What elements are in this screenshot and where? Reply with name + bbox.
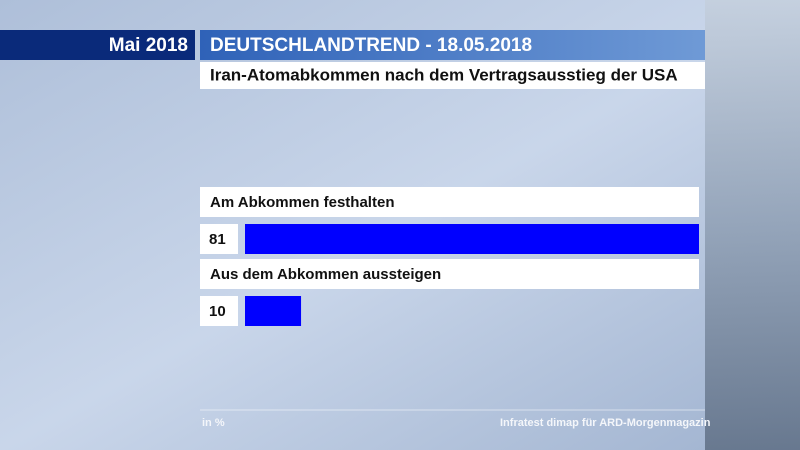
value-box bbox=[200, 224, 238, 254]
unit-note: in % bbox=[202, 417, 225, 429]
photo-backdrop bbox=[705, 0, 800, 450]
category-box bbox=[200, 187, 699, 217]
chart-title: DEUTSCHLANDTREND - 18.05.2018 bbox=[210, 35, 532, 56]
title-box bbox=[200, 30, 705, 60]
subtitle-box bbox=[200, 62, 705, 89]
header: Mai 2018 bbox=[109, 35, 188, 56]
chart-subtitle: Iran-Atomabkommen nach dem Vertragsausst… bbox=[210, 65, 678, 84]
value-box bbox=[200, 296, 238, 326]
category-box bbox=[200, 259, 699, 289]
source: Infratest dimap für ARD-Morgenmagazin bbox=[500, 417, 711, 429]
category-label: Am Abkommen festhalten bbox=[210, 194, 394, 211]
bar bbox=[245, 296, 302, 326]
category-label: Aus dem Abkommen aussteigen bbox=[210, 266, 441, 283]
bar bbox=[245, 224, 699, 254]
value-label: 10 bbox=[209, 303, 226, 320]
value-label: 81 bbox=[209, 231, 226, 248]
header-box bbox=[0, 30, 195, 60]
